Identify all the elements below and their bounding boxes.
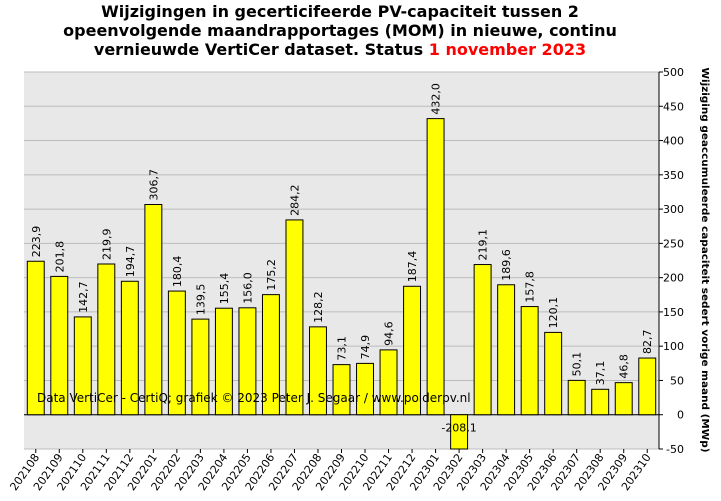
data-label: 189,6 [500, 249, 513, 281]
y-tick-label: 50 [670, 374, 684, 387]
status-date: 1 november 2023 [428, 40, 587, 59]
bar [591, 388, 610, 416]
data-label: 120,1 [547, 297, 560, 329]
data-label: 432,0 [430, 83, 443, 115]
data-labels: 223,9 201,8 142,7 219,9 194,7 306,7 180,4 139,5… [30, 83, 654, 435]
bar [238, 307, 257, 416]
y-tick-label: 0 [677, 409, 684, 422]
y-tick-label: 400 [663, 135, 684, 148]
bar [497, 284, 516, 416]
data-label: 82,7 [641, 330, 654, 355]
chart-title: Wijzigingen in gecerticifeerde PV-capaci… [0, 2, 680, 59]
bar [191, 318, 210, 416]
data-label: 194,7 [124, 246, 137, 278]
bar [426, 118, 445, 416]
data-label: 156,0 [241, 272, 254, 303]
bar [285, 219, 304, 416]
data-label: 94,6 [383, 321, 396, 346]
data-label: 74,9 [359, 335, 372, 360]
bar [544, 331, 563, 416]
bar [332, 364, 351, 416]
data-label: 219,9 [100, 228, 113, 260]
bar [638, 357, 657, 416]
y-tick-label: 450 [663, 100, 684, 113]
bar [26, 260, 45, 416]
chart-title-line-1: Wijzigingen in gecerticifeerde PV-capaci… [101, 2, 579, 21]
bar [120, 280, 139, 416]
bar [473, 264, 492, 416]
y-tick-label: 250 [663, 237, 684, 250]
bar [403, 285, 422, 416]
data-label: 155,4 [218, 273, 231, 305]
y-axis: -50 0 50 100 150 200 250 300 350 400 450 500 [658, 66, 684, 456]
bars [26, 118, 657, 450]
y-tick-label: 150 [663, 306, 684, 319]
y-tick-label: 500 [663, 66, 684, 79]
bar [214, 307, 233, 416]
bar [520, 306, 539, 416]
bar [567, 379, 586, 416]
data-label: 284,2 [288, 184, 301, 216]
y-tick-label: -50 [666, 443, 684, 456]
data-label: 219,1 [477, 229, 490, 260]
y-tick-label: 300 [663, 203, 684, 216]
data-label: -208,1 [441, 422, 476, 435]
bar [614, 382, 633, 416]
y-axis-label: Wijziging geaccumuleerde capaciteit sede… [699, 68, 710, 453]
data-label: 46,8 [618, 354, 631, 379]
data-label: 128,2 [312, 291, 325, 323]
bar [144, 203, 163, 416]
bar [73, 316, 92, 416]
data-label: 50,1 [571, 352, 584, 377]
data-label: 187,4 [406, 251, 419, 283]
data-label: 306,7 [147, 169, 160, 201]
y-tick-label: 350 [663, 169, 684, 182]
y-tick-label: 200 [663, 272, 684, 285]
chart-title-line-3: vernieuwde VertiCer dataset. Status 1 no… [0, 40, 680, 59]
bar [356, 362, 374, 416]
x-axis: 2021082021092021102021112021122022012022… [7, 449, 654, 493]
data-label: 180,4 [171, 256, 184, 288]
data-label: 142,7 [77, 281, 90, 313]
bar [261, 294, 280, 416]
data-label: 73,1 [336, 336, 349, 361]
data-label: 223,9 [30, 226, 43, 258]
y-tick-label: 100 [663, 340, 684, 353]
bar [167, 290, 186, 416]
source-annotation: Data VertiCer - CertiQ; grafiek © 2023 P… [37, 391, 471, 405]
data-label: 201,8 [53, 241, 66, 273]
bar [379, 349, 398, 416]
chart-title-line-3-text: vernieuwde VertiCer dataset. Status [93, 40, 429, 59]
data-label: 157,8 [524, 271, 537, 303]
data-label: 175,2 [265, 259, 278, 291]
data-label: 37,1 [594, 361, 607, 386]
data-label: 139,5 [194, 284, 207, 316]
bar [309, 326, 327, 416]
bar [50, 275, 69, 416]
chart-title-line-2: opeenvolgende maandrapportages (MOM) in … [63, 21, 617, 40]
bar [97, 263, 116, 416]
